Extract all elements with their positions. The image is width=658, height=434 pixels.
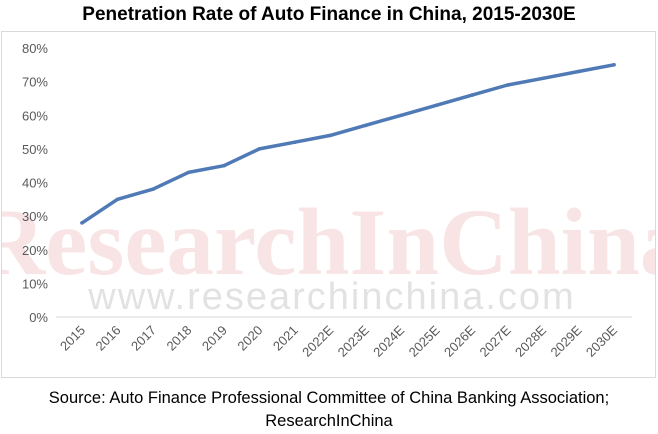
line-chart: ResearchInChina www.researchinchina.com … <box>2 41 655 360</box>
data-point <box>293 140 297 144</box>
y-tick-label: 70% <box>22 75 48 90</box>
data-point <box>222 163 226 168</box>
x-tick-label: 2020 <box>234 323 265 354</box>
data-point <box>505 83 510 87</box>
chart-frame: ResearchInChina www.researchinchina.com … <box>1 31 656 378</box>
data-point <box>434 103 439 107</box>
chart-title: Penetration Rate of Auto Finance in Chin… <box>82 4 576 25</box>
x-tick-label: 2015 <box>57 323 88 354</box>
y-tick-label: 20% <box>22 243 48 258</box>
x-tick-label: 2027E <box>477 322 514 359</box>
watermark-brand: ResearchInChina <box>2 189 655 295</box>
y-tick-label: 10% <box>22 276 48 291</box>
watermark: ResearchInChina www.researchinchina.com <box>2 189 655 318</box>
x-tick-label: 2024E <box>370 322 407 359</box>
y-tick-label: 30% <box>22 209 48 224</box>
y-tick-label: 80% <box>22 41 48 56</box>
data-point <box>257 147 262 151</box>
y-axis-ticks: 0% 10% 20% 30% 40% 50% 60% 70% 80% <box>22 41 48 325</box>
x-tick-label: 2021 <box>270 323 301 354</box>
source-line-2: ResearchInChina <box>265 412 393 430</box>
data-point <box>328 133 333 138</box>
x-tick-label: 2022E <box>299 322 336 359</box>
data-point <box>115 197 120 202</box>
data-point <box>186 170 191 175</box>
y-tick-label: 60% <box>22 108 48 123</box>
data-point <box>363 123 368 128</box>
x-tick-label: 2019 <box>199 323 230 354</box>
x-tick-label: 2023E <box>335 322 372 359</box>
x-tick-label: 2016 <box>93 323 124 354</box>
data-point <box>80 221 84 225</box>
x-tick-label: 2026E <box>441 322 478 359</box>
x-tick-label: 2025E <box>406 322 443 359</box>
data-point <box>399 113 404 118</box>
data-points <box>80 63 616 225</box>
y-tick-label: 50% <box>22 142 48 157</box>
x-tick-label: 2017 <box>128 323 159 354</box>
data-point <box>612 63 616 67</box>
x-axis-ticks: 2015 2016 2017 2018 2019 2020 20212022E2023E20… <box>57 322 620 359</box>
y-tick-label: 0% <box>29 310 48 325</box>
watermark-url: www.researchinchina.com <box>87 276 575 318</box>
x-tick-label: 2030E <box>583 322 620 359</box>
source-line-1: Source: Auto Finance Professional Commit… <box>48 389 610 407</box>
series-line <box>80 63 616 225</box>
x-tick-label: 2018 <box>163 323 194 354</box>
y-tick-label: 40% <box>22 176 48 191</box>
data-point <box>151 187 155 192</box>
data-point <box>470 93 474 97</box>
x-tick-label: 2028E <box>512 322 549 359</box>
source-note: Source: Auto Finance Professional Commit… <box>0 387 658 433</box>
data-point <box>576 69 581 74</box>
data-point <box>541 76 545 81</box>
x-tick-label: 2029E <box>547 322 584 359</box>
